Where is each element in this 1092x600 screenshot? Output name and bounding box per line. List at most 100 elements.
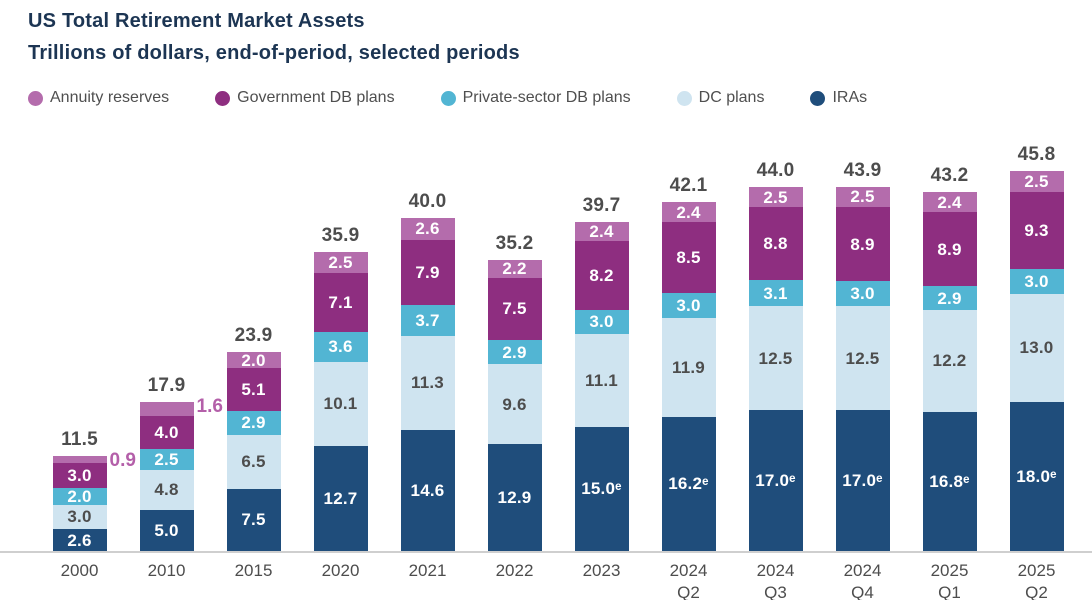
bar-segment-iras: 18.0ᵉ	[1009, 401, 1064, 551]
bar-stack: 2.5 8.8 3.1 12.5 17.0ᵉ	[748, 186, 803, 551]
bar-stack: 2.6 7.9 3.7 11.3 14.6	[400, 218, 455, 551]
segment-value-label: 3.6	[328, 337, 353, 357]
bar-segment-government-db-plans: 8.2	[574, 241, 629, 310]
bar-total-label: 35.2	[495, 232, 534, 254]
bar-segment-annuity-reserves: 2.2	[487, 259, 542, 279]
legend-color-dot-icon	[810, 90, 826, 106]
x-axis-label-line: 2023	[582, 561, 621, 580]
bar-segment-private-sector-db-plans: 2.5	[139, 448, 194, 470]
bar-segment-dc-plans: 12.5	[748, 306, 803, 410]
x-axis-labels: 2000 2010 2015 2020 2021 2022 2023 2024 Q2 2024 Q3…	[0, 560, 1092, 600]
segment-value-label: 2.4	[589, 221, 614, 241]
bar-column-2022: 35.2 2.2 7.5 2.9 9.6 12.9	[471, 233, 558, 551]
segment-value-label: 7.9	[415, 263, 440, 283]
legend-item-government-db-plans: Government DB plans	[215, 89, 395, 107]
bar-segment-iras: 14.6	[400, 429, 455, 551]
segment-value-label: 9.6	[502, 394, 527, 414]
segment-value-label: 2.9	[937, 288, 962, 308]
x-axis-label-line: 2025	[930, 561, 969, 580]
chart-subtitle: Trillions of dollars, end-of-period, sel…	[28, 42, 520, 64]
bar-segment-iras: 15.0ᵉ	[574, 426, 629, 551]
bar-segment-government-db-plans: 3.0	[52, 463, 107, 488]
chart-legend: Annuity reserves Government DB plans Priva…	[28, 89, 1092, 107]
x-axis-label-2021: 2021	[384, 560, 471, 600]
bar-total-label: 35.9	[321, 225, 360, 247]
x-axis-label-2015: 2015	[210, 560, 297, 600]
x-axis-label-2022: 2022	[471, 560, 558, 600]
x-axis-label-line: 2020	[321, 561, 360, 580]
legend-item-label: Annuity reserves	[50, 89, 170, 106]
x-axis-label-2020: 2020	[297, 560, 384, 600]
segment-value-label: 11.9	[672, 357, 705, 377]
segment-value-label: 8.8	[763, 234, 788, 254]
legend-item-label: Government DB plans	[237, 89, 395, 106]
bar-segment-annuity-reserves: 2.0	[226, 352, 281, 369]
bar-total-label: 43.9	[843, 159, 882, 181]
segment-value-label: 3.7	[415, 311, 440, 331]
x-axis-label-line: 2024	[669, 561, 708, 580]
bar-stack: 2.4 8.5 3.0 11.9 16.2ᵉ	[661, 202, 716, 551]
x-axis-label-2024-q2: 2024 Q2	[645, 560, 732, 600]
bar-segment-government-db-plans: 8.5	[661, 222, 716, 293]
annuity-outside-value-label: 0.9	[109, 449, 136, 471]
bar-column-2010: 17.9 1.6 4.0 2.5 4.8 5.0	[123, 375, 223, 551]
segment-value-label: 2.5	[154, 449, 179, 469]
segment-value-label: 3.0	[1024, 271, 1049, 291]
stacked-bar-chart: 11.5 0.9 3.0 2.0 3.0 2.6 17.9 1.6 4.0 2.5 4.8 5.0 23…	[0, 107, 1092, 600]
x-axis-label-line: Q3	[764, 583, 787, 600]
segment-value-label: 18.0ᵉ	[1016, 466, 1057, 486]
bar-segment-dc-plans: 6.5	[226, 434, 281, 489]
bar-segment-dc-plans: 13.0	[1009, 293, 1064, 402]
bar-column-2024-q4: 43.9 2.5 8.9 3.0 12.5 17.0ᵉ	[819, 160, 906, 551]
bar-segment-private-sector-db-plans: 3.1	[748, 280, 803, 307]
segment-value-label: 3.0	[676, 295, 701, 315]
segment-value-label: 11.3	[411, 373, 444, 393]
bar-segment-iras: 16.2ᵉ	[661, 416, 716, 551]
bar-segment-annuity-reserves: 2.4	[574, 221, 629, 242]
x-axis-label-2024-q4: 2024 Q4	[819, 560, 906, 600]
chart-header: US Total Retirement Market Assets Trilli…	[0, 0, 1092, 107]
bar-segment-dc-plans: 12.5	[835, 306, 890, 410]
legend-item-label: DC plans	[698, 89, 765, 106]
bar-segment-private-sector-db-plans: 2.9	[226, 410, 281, 435]
x-axis-label-line: 2025	[1017, 561, 1056, 580]
bar-segment-dc-plans: 10.1	[313, 361, 368, 446]
segment-value-label: 2.6	[415, 219, 440, 239]
bar-column-2025-q2: 45.8 2.5 9.3 3.0 13.0 18.0ᵉ	[993, 144, 1080, 551]
segment-value-label: 8.9	[850, 234, 875, 254]
legend-color-dot-icon	[215, 90, 231, 106]
legend-item-label: IRAs	[832, 89, 868, 106]
bar-stack: 2.5 8.9 3.0 12.5 17.0ᵉ	[835, 186, 890, 551]
segment-value-label: 7.1	[328, 292, 353, 312]
segment-value-label: 2.5	[763, 187, 788, 207]
segment-value-label: 5.0	[154, 520, 179, 540]
bar-segment-dc-plans: 9.6	[487, 364, 542, 444]
bar-segment-iras: 12.9	[487, 443, 542, 551]
bar-stack: 2.4 8.2 3.0 11.1 15.0ᵉ	[574, 221, 629, 551]
segment-value-label: 2.4	[937, 192, 962, 212]
segment-value-label: 2.5	[328, 253, 353, 273]
x-axis-label-2000: 2000	[36, 560, 123, 600]
x-axis-label-2010: 2010	[123, 560, 210, 600]
segment-value-label: 7.5	[241, 510, 266, 530]
bar-segment-private-sector-db-plans: 3.0	[1009, 268, 1064, 294]
segment-value-label: 2.2	[502, 259, 527, 279]
bar-segment-annuity-reserves: 2.5	[1009, 170, 1064, 192]
bar-segment-annuity-reserves: 2.5	[313, 252, 368, 274]
segment-value-label: 10.1	[323, 394, 358, 414]
legend-item-private-sector-db-plans: Private-sector DB plans	[440, 89, 631, 107]
segment-value-label: 2.5	[1024, 171, 1049, 191]
bar-segment-annuity-reserves: 2.5	[835, 186, 890, 208]
segment-value-label: 17.0ᵉ	[842, 470, 883, 490]
bar-stack: 2.5 9.3 3.0 13.0 18.0ᵉ	[1009, 170, 1064, 551]
bar-column-2021: 40.0 2.6 7.9 3.7 11.3 14.6	[384, 191, 471, 551]
bar-segment-iras: 5.0	[139, 509, 194, 551]
segment-value-label: 2.6	[67, 530, 92, 550]
segment-value-label: 12.7	[323, 488, 358, 508]
bar-segment-dc-plans: 12.2	[922, 310, 977, 412]
legend-color-dot-icon	[440, 90, 456, 106]
bar-segment-dc-plans: 4.8	[139, 469, 194, 510]
bar-column-2024-q2: 42.1 2.4 8.5 3.0 11.9 16.2ᵉ	[645, 175, 732, 551]
bar-stack: 0.9 3.0 2.0 3.0 2.6	[52, 450, 136, 551]
